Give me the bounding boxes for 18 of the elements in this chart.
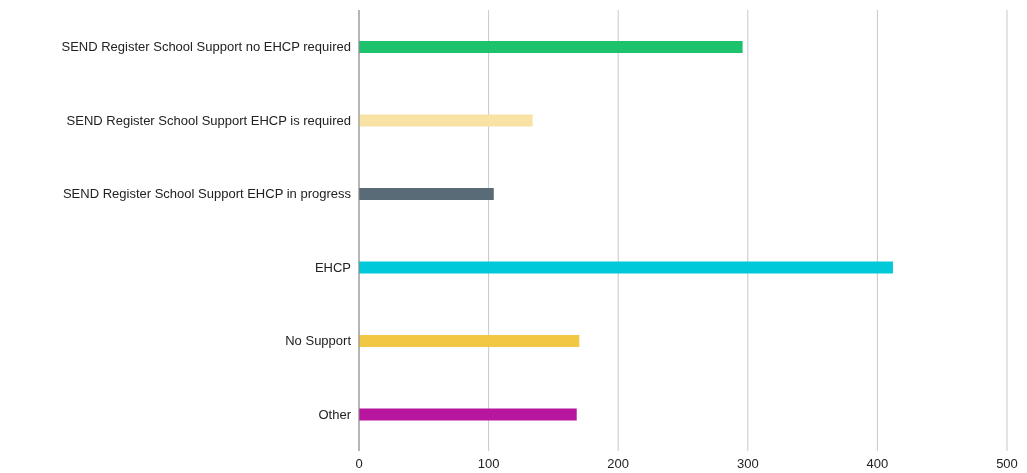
y-tick-label: EHCP xyxy=(314,259,351,275)
x-tick-label: 400 xyxy=(866,456,889,472)
x-tick-label: 200 xyxy=(607,456,630,472)
x-tick-label: 100 xyxy=(477,456,500,472)
x-tick-label: 500 xyxy=(996,456,1018,472)
bar xyxy=(359,114,533,127)
y-tick-label: SEND Register School Support no EHCP required xyxy=(61,39,351,55)
bar xyxy=(359,261,893,274)
bar xyxy=(359,335,580,347)
bar xyxy=(359,408,577,421)
y-tick-label: No Support xyxy=(285,333,352,349)
x-tick-label: 0 xyxy=(355,456,363,472)
y-tick-label: SEND Register School Support EHCP in progress xyxy=(62,186,352,202)
x-tick-label: 300 xyxy=(736,456,759,472)
y-tick-label: Other xyxy=(318,406,352,422)
bar xyxy=(359,41,743,53)
bar xyxy=(359,188,494,200)
y-tick-label: SEND Register School Support EHCP is required xyxy=(66,112,351,128)
